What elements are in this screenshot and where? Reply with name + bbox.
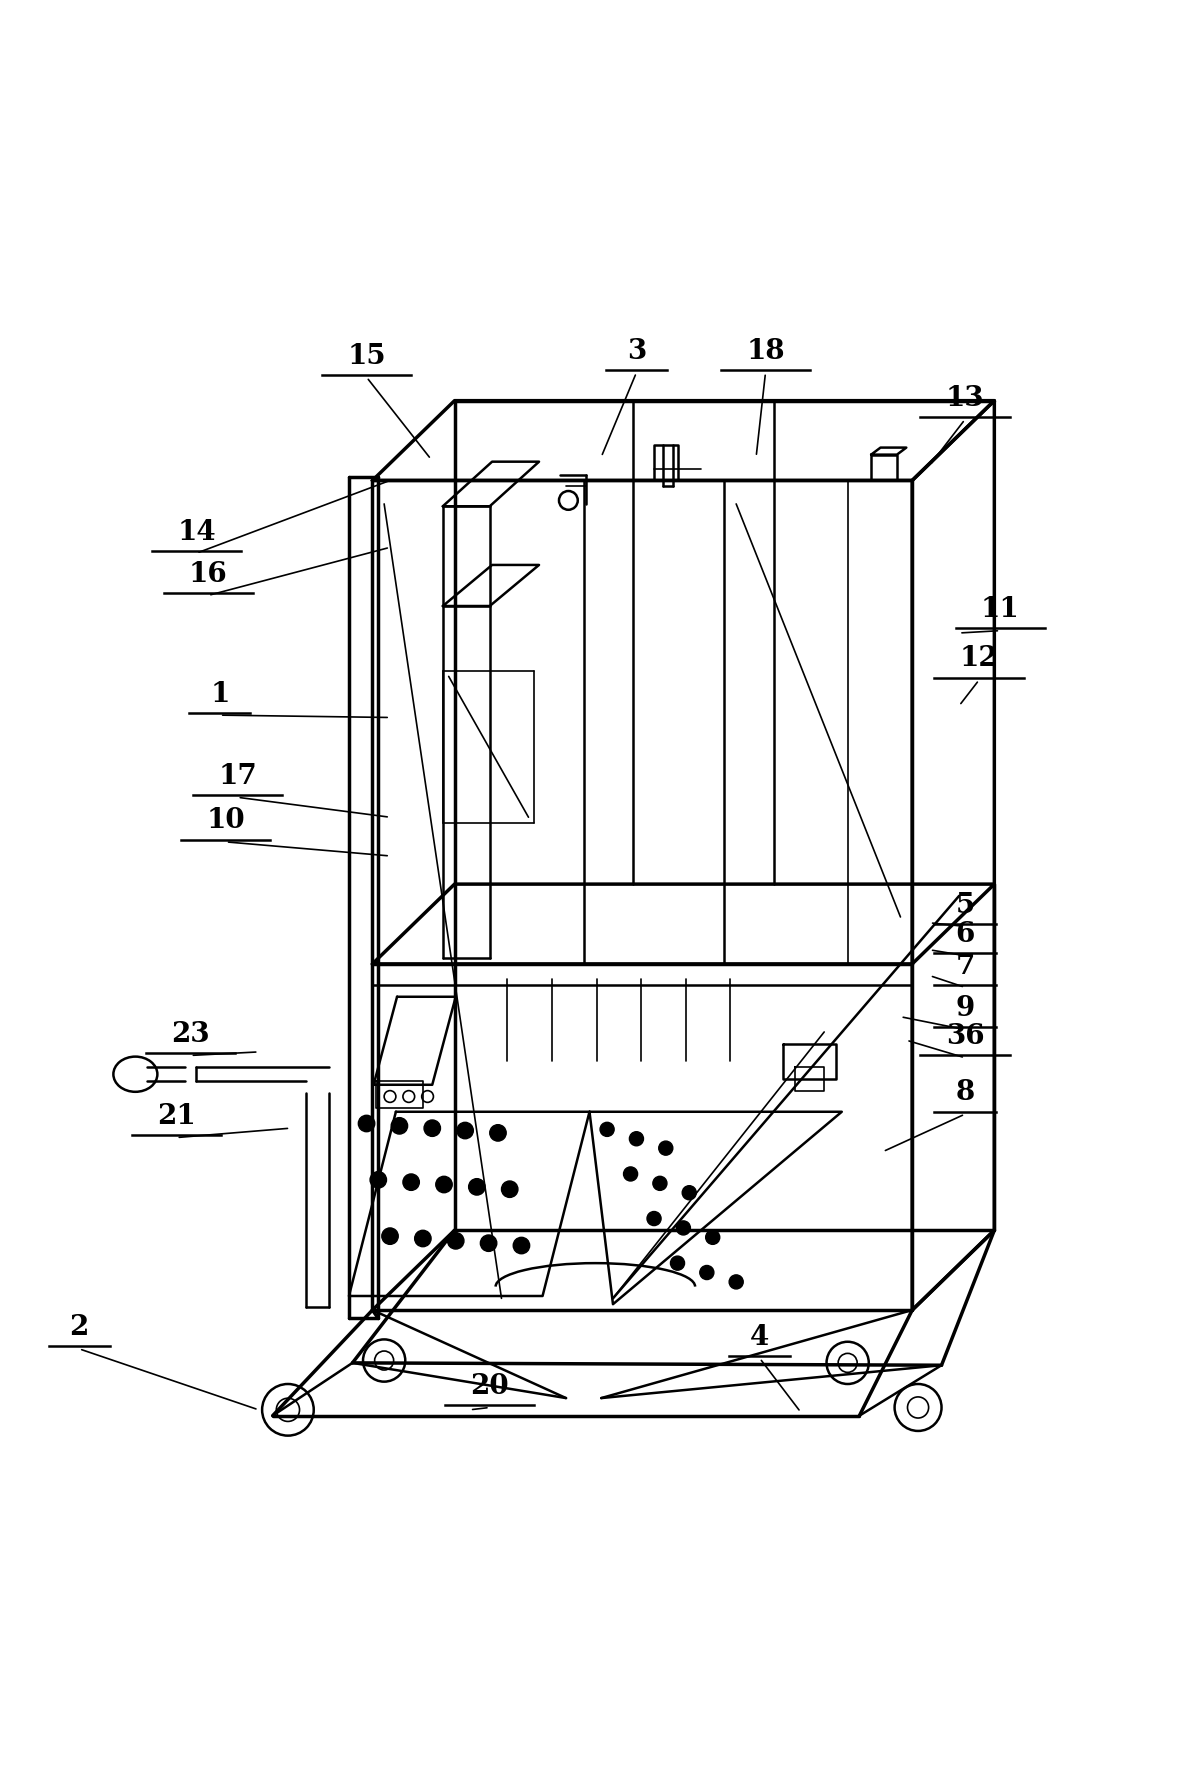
Text: 23: 23 (171, 1020, 210, 1047)
Text: 36: 36 (946, 1024, 984, 1051)
Text: 20: 20 (470, 1372, 509, 1399)
Circle shape (659, 1142, 673, 1154)
Circle shape (671, 1256, 685, 1271)
Circle shape (706, 1229, 719, 1244)
Text: 2: 2 (70, 1313, 88, 1342)
Text: 11: 11 (981, 597, 1020, 624)
Text: 1: 1 (210, 681, 230, 708)
Text: 16: 16 (189, 561, 228, 588)
Circle shape (729, 1274, 743, 1288)
Circle shape (382, 1228, 399, 1244)
Circle shape (683, 1187, 697, 1199)
Text: 12: 12 (960, 645, 999, 672)
Circle shape (415, 1229, 432, 1247)
Text: 9: 9 (955, 995, 975, 1022)
Circle shape (480, 1235, 496, 1251)
Text: 7: 7 (955, 952, 975, 979)
Text: 21: 21 (157, 1103, 196, 1129)
Circle shape (700, 1265, 714, 1279)
Text: 17: 17 (218, 763, 257, 790)
Circle shape (370, 1172, 387, 1188)
Circle shape (424, 1120, 441, 1137)
Circle shape (403, 1174, 420, 1190)
Circle shape (391, 1117, 408, 1135)
Text: 6: 6 (955, 920, 975, 949)
Circle shape (489, 1124, 506, 1142)
Circle shape (436, 1176, 453, 1192)
Circle shape (624, 1167, 638, 1181)
Text: 15: 15 (348, 343, 386, 370)
Circle shape (647, 1212, 661, 1226)
Circle shape (468, 1179, 485, 1196)
Text: 18: 18 (746, 338, 785, 365)
Text: 10: 10 (206, 808, 245, 835)
Circle shape (677, 1221, 691, 1235)
Text: 3: 3 (627, 338, 646, 365)
Circle shape (630, 1131, 644, 1145)
Text: 4: 4 (750, 1324, 769, 1351)
Circle shape (513, 1237, 529, 1254)
Circle shape (501, 1181, 518, 1197)
Text: 5: 5 (955, 892, 975, 919)
Circle shape (457, 1122, 473, 1138)
Circle shape (448, 1233, 465, 1249)
Text: 8: 8 (955, 1079, 975, 1106)
Circle shape (653, 1176, 667, 1190)
Text: 13: 13 (946, 384, 984, 411)
Circle shape (600, 1122, 614, 1137)
Circle shape (358, 1115, 375, 1131)
Text: 14: 14 (177, 518, 216, 545)
